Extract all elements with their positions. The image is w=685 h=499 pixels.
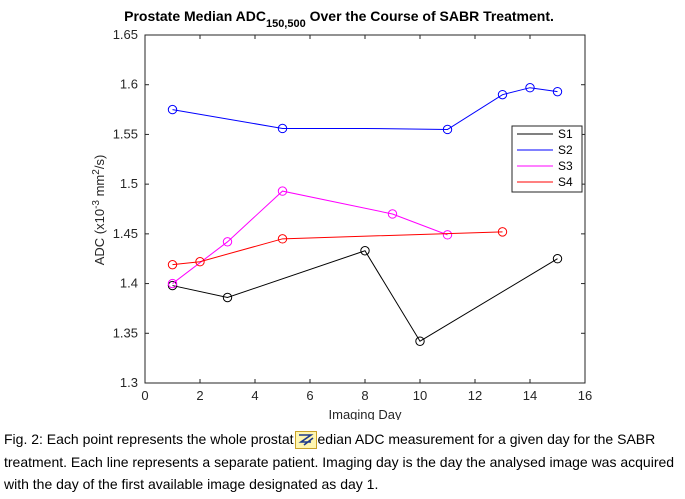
x-tick-label: 4 xyxy=(251,388,258,403)
x-axis-label: Imaging Day xyxy=(329,407,402,420)
y-tick-label: 1.5 xyxy=(120,176,138,191)
legend: S1 S2 S3 S4 xyxy=(511,125,583,193)
legend-box xyxy=(511,125,583,193)
y-tick-label: 1.55 xyxy=(113,126,138,141)
y-tick-label: 1.35 xyxy=(113,325,138,340)
figure-caption: Fig. 2: Each point represents the whole … xyxy=(4,428,682,496)
data-point-s1 xyxy=(222,292,233,303)
data-point-s2 xyxy=(497,89,508,100)
caption-part-1: Fig. 2: Each point represents the whole … xyxy=(4,431,294,447)
axis-ticks: 0 2 4 6 8 10 12 14 16 1.3 1.35 1.4 1.45 1.5 1.55 1.6 1.6… xyxy=(113,27,593,403)
x-tick-label: 12 xyxy=(468,388,482,403)
data-point-s4 xyxy=(277,234,288,244)
series-line-s2 xyxy=(172,87,558,130)
data-point-s1 xyxy=(552,254,563,264)
data-point-s3 xyxy=(222,237,233,247)
data-point-s3 xyxy=(277,186,288,196)
data-point-s1 xyxy=(360,246,370,256)
chart-figure: Prostate Median ADC150,500 Over the Cour… xyxy=(91,8,593,420)
chart-svg: Prostate Median ADC150,500 Over the Cour… xyxy=(91,8,593,420)
chart-title: Prostate Median ADC150,500 Over the Cour… xyxy=(124,8,554,30)
series-line-s3 xyxy=(172,190,448,284)
legend-label-s1: S1 xyxy=(558,127,573,141)
data-point-s4 xyxy=(497,227,508,237)
data-point-s2 xyxy=(525,82,535,93)
y-tick-label: 1.6 xyxy=(120,77,138,92)
x-tick-label: 2 xyxy=(196,388,203,403)
x-tick-label: 8 xyxy=(361,388,368,403)
series-line-s1 xyxy=(172,250,558,342)
x-tick-label: 14 xyxy=(523,388,537,403)
caption-part-2: edian ADC measurement for a given day fo… xyxy=(4,431,675,492)
y-tick-label: 1.3 xyxy=(120,375,138,390)
data-point-s3 xyxy=(387,209,398,219)
x-tick-label: 6 xyxy=(306,388,313,403)
y-axis-label: ADC (x10-3 mm2/s) xyxy=(91,155,107,266)
series-line-s4 xyxy=(172,231,503,266)
x-tick-label: 10 xyxy=(413,388,427,403)
data-point-s2 xyxy=(442,124,453,135)
y-tick-label: 1.4 xyxy=(120,276,138,291)
x-tick-label: 0 xyxy=(141,388,148,403)
pen-icon xyxy=(294,431,317,449)
x-tick-label: 16 xyxy=(578,388,592,403)
data-point-s4 xyxy=(195,256,205,267)
data-point-s3 xyxy=(167,278,178,289)
data-point-s2 xyxy=(552,86,563,97)
data-point-s1 xyxy=(415,336,425,346)
data-point-s4 xyxy=(167,259,178,270)
series-layer xyxy=(167,82,563,346)
plot-area-box xyxy=(144,34,586,384)
data-point-s2 xyxy=(167,104,178,115)
data-point-s3 xyxy=(442,230,453,240)
legend-label-s3: S3 xyxy=(558,159,573,173)
y-tick-label: 1.65 xyxy=(113,27,138,42)
legend-label-s4: S4 xyxy=(558,175,573,189)
legend-label-s2: S2 xyxy=(558,143,573,157)
data-point-s2 xyxy=(277,123,288,134)
y-tick-label: 1.45 xyxy=(113,226,138,241)
